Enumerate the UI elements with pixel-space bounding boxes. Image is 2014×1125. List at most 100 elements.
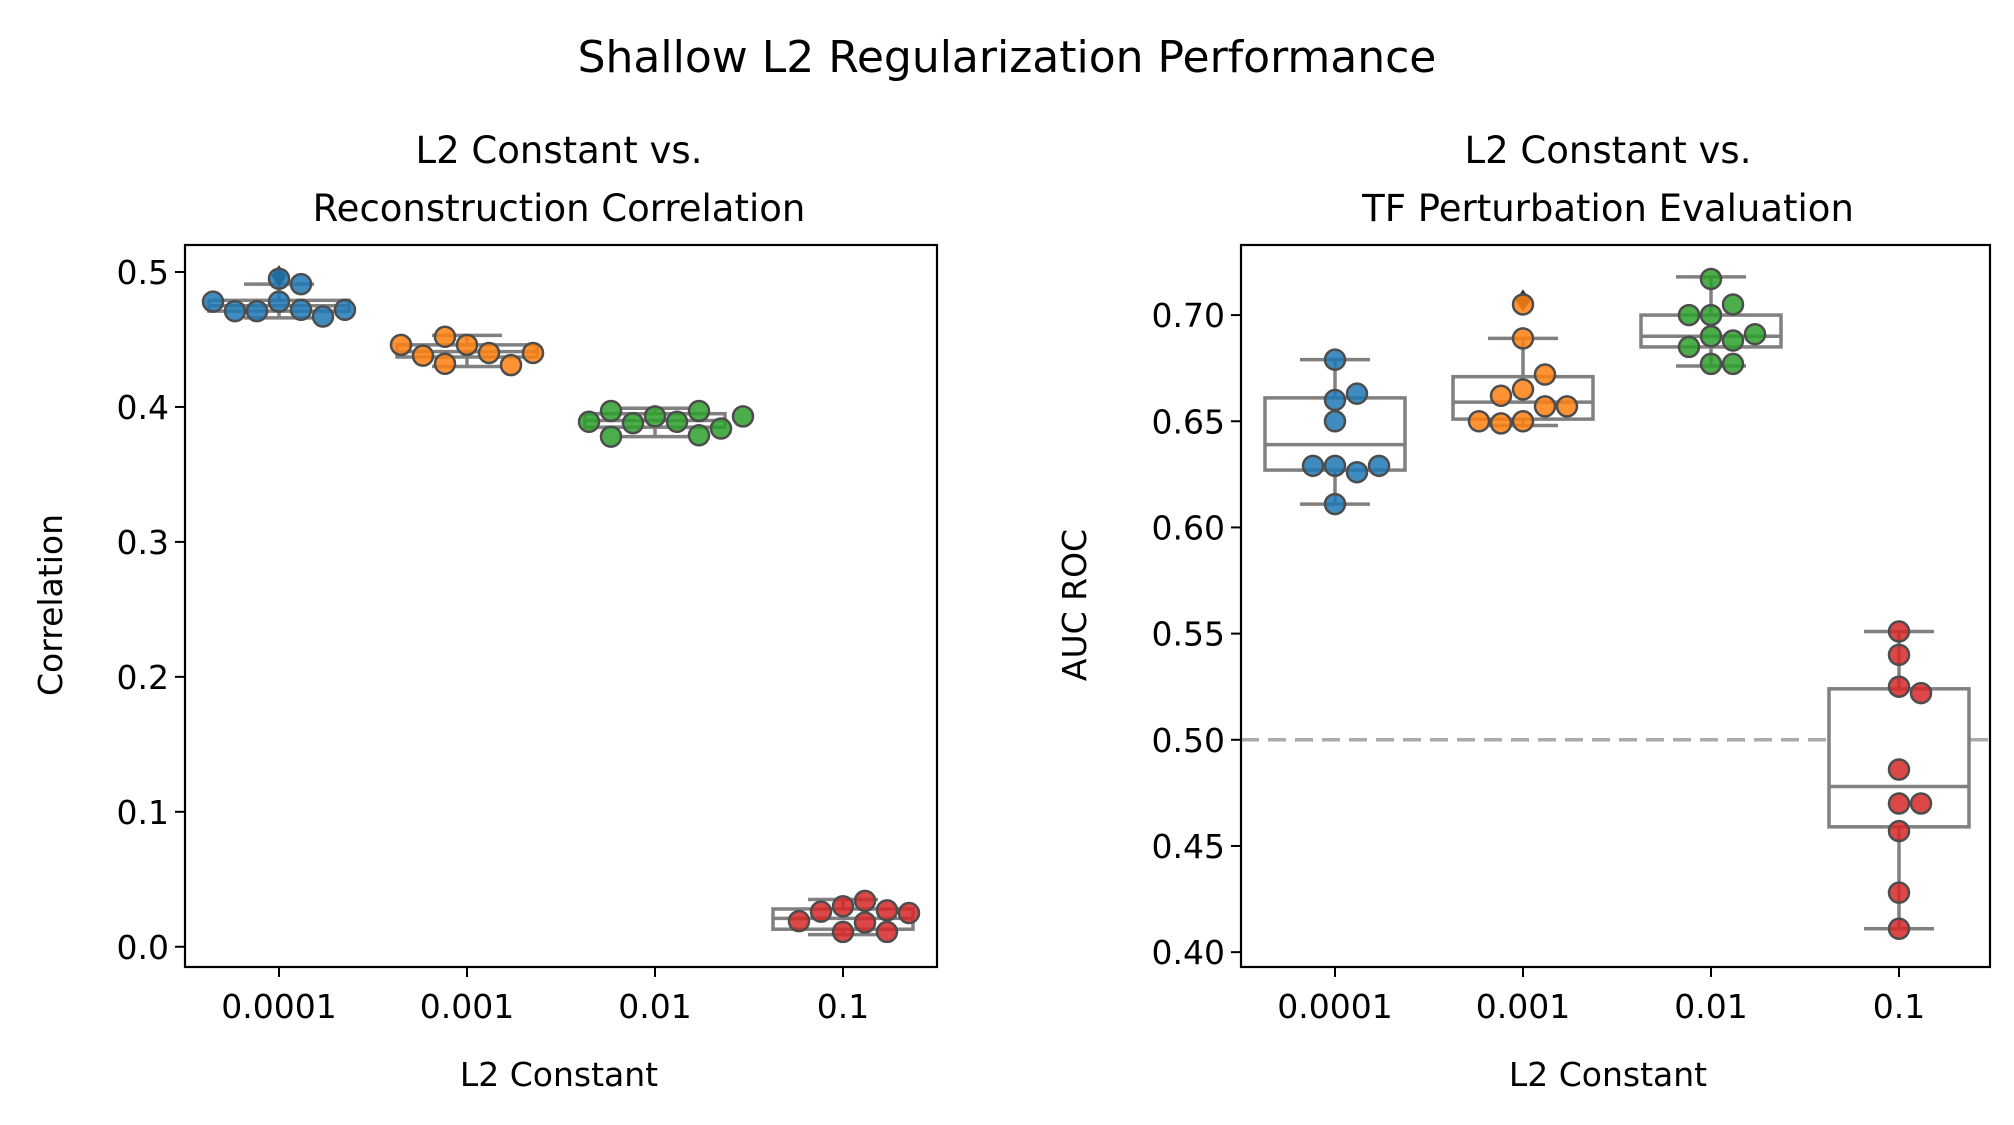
panel-title-line-2: Reconstruction Correlation [313,187,806,230]
data-point [433,352,457,376]
x-axis-label: L2 Constant [460,1055,658,1094]
data-point [1323,388,1347,412]
data-point [1555,395,1579,418]
y-tick-label: 0.50 [1152,721,1225,760]
y-tick-label: 0.60 [1152,508,1225,547]
y-tick-label: 0.2 [117,658,169,697]
data-point [599,399,623,423]
data-point [1489,412,1513,435]
data-point [1909,792,1933,815]
data-point [1887,881,1911,904]
series-0.0001 [1263,348,1407,516]
data-point [1699,325,1723,348]
data-point [1887,758,1911,781]
data-point [411,344,435,367]
x-tick-label: 0.001 [1476,987,1570,1026]
series-0.0001 [201,265,357,328]
y-tick-label: 0.0 [117,928,169,967]
y-axis-label: Correlation [31,514,70,696]
data-point [1467,410,1491,433]
data-point [245,299,269,323]
data-point [1323,410,1347,433]
x-tick-label: 0.01 [1674,987,1747,1026]
data-point [621,411,645,435]
x-tick-label: 0.01 [618,987,691,1026]
data-point [853,889,877,913]
data-point [1887,643,1911,667]
panel-reconstruction-correlation: L2 Constant vs. Reconstruction Correlati… [31,129,939,1094]
plot-frame [183,243,939,969]
y-tick-label: 0.1 [117,793,169,832]
data-point [1887,792,1911,815]
data-point [1699,303,1723,327]
data-point [665,410,689,434]
data-point [599,425,623,448]
y-axis-label: AUC ROC [1055,529,1094,681]
data-point [809,900,833,923]
data-point [1345,382,1369,405]
data-point [267,290,291,313]
y-tick-label: 0.70 [1152,296,1225,335]
data-point [267,267,291,290]
data-point [455,333,479,357]
data-point [1699,267,1723,291]
data-point [223,299,247,323]
panel-title-line-2: TF Perturbation Evaluation [1361,187,1854,230]
data-point [499,353,523,377]
data-point [1323,492,1347,516]
data-point [1323,454,1347,478]
panel-title-line-1: L2 Constant vs. [416,129,703,172]
data-point [577,410,601,434]
y-tick-label: 0.65 [1152,402,1225,441]
data-point [1511,327,1535,350]
data-point [1887,675,1911,698]
data-point [731,405,755,428]
data-point [1323,348,1347,371]
data-point [201,290,225,313]
data-point [1489,384,1513,408]
data-point [1887,917,1911,941]
y-tick-label: 0.40 [1152,933,1225,972]
data-point [1743,322,1767,346]
x-tick-label: 0.0001 [1277,987,1392,1026]
data-point [1533,363,1557,386]
data-point [311,305,335,328]
data-point [1511,378,1535,401]
data-point [1909,681,1933,705]
x-tick-label: 0.0001 [221,987,336,1026]
plot-frame [1239,243,1992,969]
data-point [477,341,501,365]
x-tick-label: 0.1 [1873,987,1925,1026]
data-point [289,272,313,296]
data-point [1301,454,1325,478]
data-point [1721,293,1745,316]
series-0.1 [1827,620,1971,941]
data-point [289,298,313,322]
series-0.1 [771,889,921,944]
data-point [875,899,899,922]
data-point [643,405,667,428]
data-point [1345,460,1369,484]
x-axis-label: L2 Constant [1509,1055,1707,1094]
data-point [787,909,811,933]
series-0.01 [1639,267,1783,376]
panel-tf-perturbation: L2 Constant vs. TF Perturbation Evaluati… [1055,129,1992,1094]
y-tick-label: 0.3 [117,523,169,562]
series-0.001 [1451,289,1595,435]
data-point [687,424,711,447]
data-point [1721,329,1745,352]
y-tick-label: 0.4 [117,388,169,427]
data-point [521,341,545,365]
data-point [1533,395,1557,418]
series-0.001 [389,325,545,377]
series-0.01 [577,399,755,448]
x-tick-label: 0.1 [817,987,869,1026]
data-point [1677,335,1701,359]
data-point [1887,620,1911,643]
data-point [1887,819,1911,843]
panel-title-line-1: L2 Constant vs. [1465,129,1752,172]
figure-title: Shallow L2 Regularization Performance [578,32,1437,83]
y-tick-label: 0.55 [1152,615,1225,654]
data-point [709,417,733,440]
data-point [687,399,711,423]
